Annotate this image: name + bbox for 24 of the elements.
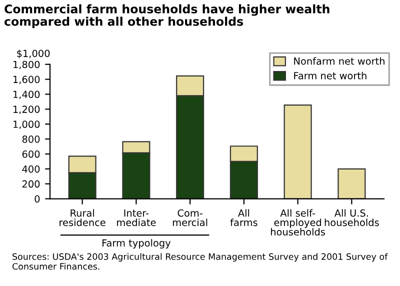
- y-tick-label: 1,800: [14, 60, 40, 70]
- x-tick-label: All farms: [230, 209, 258, 226]
- legend-label: Nonfarm net worth: [294, 57, 384, 65]
- y-tick-label: 1,000: [14, 120, 40, 129]
- y-tick-label: 800: [22, 136, 40, 143]
- y-tick-label: 400: [22, 165, 40, 173]
- source-note: Sources: USDA's 2003 Agricultural Resource Management Survey and 2001 Survey of Consumer Finances.: [12, 253, 388, 270]
- legend-label: Farm net worth: [294, 72, 366, 80]
- y-tick-label: 0: [34, 195, 40, 203]
- x-tick-label: Com- mercial: [172, 209, 208, 226]
- y-tick-label: 1,400: [14, 90, 40, 100]
- chart-title: Commercial farm households have higher wealth compared with all other households: [4, 4, 330, 28]
- text: Farm typology: [102, 239, 171, 249]
- y-axis-title: $1,000: [17, 50, 50, 58]
- bar: [338, 168, 366, 199]
- y-tick-label: 1,600: [14, 76, 40, 84]
- x-tick-label: All U.S. households: [324, 209, 379, 226]
- y-tick-label: 1,200: [14, 106, 40, 114]
- x-tick-label: Inter- mediate: [117, 209, 156, 226]
- x-tick-label: All self- employed households: [271, 209, 326, 236]
- bar: [284, 104, 312, 199]
- y-tick-label: 200: [22, 180, 40, 188]
- y-tick-label: 600: [22, 150, 40, 158]
- x-tick-label: Rural residence: [60, 209, 106, 226]
